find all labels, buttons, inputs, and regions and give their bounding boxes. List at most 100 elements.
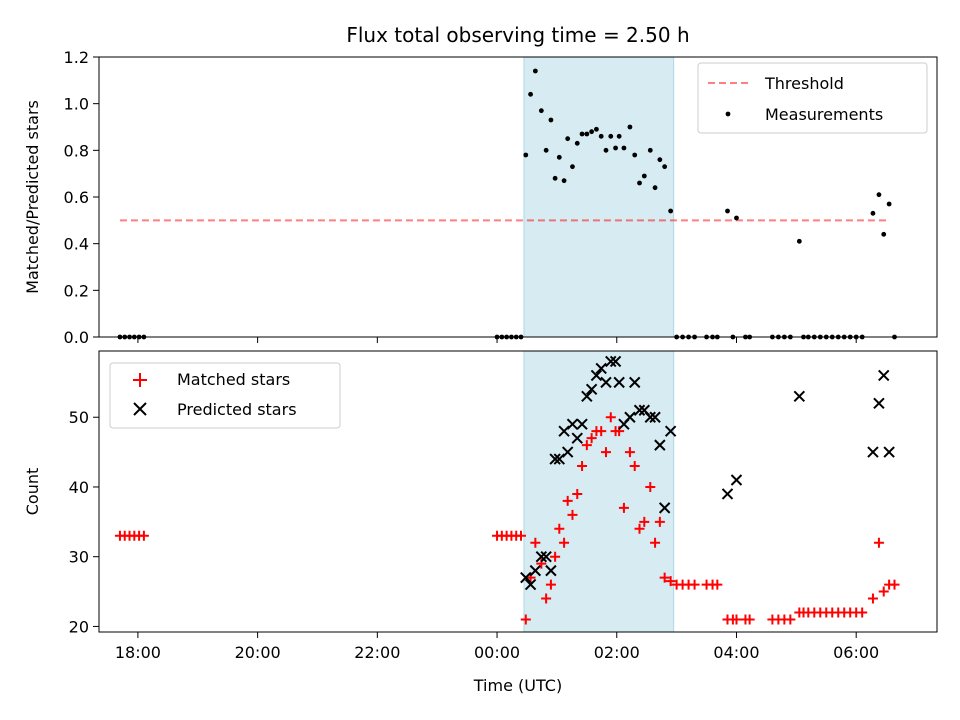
- predicted-star-point: [721, 488, 734, 500]
- legend-matched-label: Matched stars: [177, 370, 290, 389]
- matched-star-point: [586, 433, 597, 444]
- measurement-point: [565, 136, 571, 142]
- matched-star-point: [654, 516, 665, 527]
- bottom-panel: 18:00 20:00 22:00 00:00 02:00 04:00 06:00 20 30…: [23, 350, 938, 695]
- y-tick-label: 40: [69, 478, 89, 497]
- measurement-point: [621, 145, 627, 151]
- measurement-point: [528, 91, 533, 97]
- top-panel: 0.0 0.2 0.4 0.6 0.8 1.0 1.2 Matched/Predicted …: [23, 48, 938, 347]
- predicted-star-point: [624, 411, 636, 423]
- legend-threshold-label: Threshold: [764, 74, 844, 93]
- measurement-point: [589, 129, 595, 135]
- matched-star-point: [550, 551, 561, 562]
- measurement-point: [523, 152, 529, 158]
- matched-star-point: [785, 614, 796, 625]
- top-legend: Threshold Measurements: [697, 62, 928, 134]
- measurement-point: [632, 152, 638, 158]
- measurement-point: [594, 126, 599, 132]
- matched-star-point: [138, 530, 149, 541]
- predicted-star-point: [658, 502, 671, 514]
- matched-star-point: [639, 516, 650, 527]
- predicted-star-point: [549, 453, 561, 465]
- measurement-point: [637, 180, 642, 186]
- y-tick-label: 20: [69, 617, 89, 636]
- legend-measurements-swatch: [725, 111, 731, 117]
- measurement-point: [603, 147, 609, 153]
- matched-star-point: [645, 481, 656, 492]
- count-points: [114, 355, 900, 625]
- measurement-point: [570, 164, 575, 170]
- top-y-axis-label: Matched/Predicted stars: [23, 100, 42, 294]
- bottom-legend: Matched stars Predicted stars: [109, 362, 341, 429]
- predicted-star-point: [535, 550, 548, 563]
- predicted-star-point: [540, 550, 552, 563]
- measurement-point: [608, 133, 614, 139]
- y-tick-label: 0.6: [64, 188, 89, 207]
- matched-star-point: [624, 447, 635, 458]
- measurement-point: [657, 157, 663, 163]
- measurement-point: [579, 131, 585, 137]
- y-tick-label: 30: [69, 548, 89, 567]
- predicted-star-point: [633, 404, 646, 416]
- y-tick-label: 0.0: [64, 328, 89, 347]
- predicted-star-point: [613, 376, 625, 389]
- measurement-point: [641, 173, 647, 179]
- x-tick-label: 00:00: [474, 643, 520, 662]
- measurement-point: [616, 133, 622, 139]
- measurement-point: [886, 201, 892, 207]
- y-tick-label: 1.0: [64, 95, 89, 114]
- predicted-star-point: [566, 418, 579, 430]
- predicted-star-point: [576, 418, 588, 430]
- matched-star-point: [605, 412, 616, 423]
- measurement-point: [613, 145, 618, 151]
- measurement-point: [734, 215, 739, 221]
- measurement-point: [870, 210, 876, 216]
- matched-star-point: [562, 495, 573, 506]
- measurement-point: [548, 117, 554, 123]
- y-tick-label: 50: [69, 408, 89, 427]
- matched-star-point: [659, 572, 670, 583]
- predicted-star-point: [605, 355, 617, 368]
- measurement-point: [552, 175, 558, 181]
- predicted-star-point: [629, 376, 641, 389]
- measurement-point: [647, 147, 653, 153]
- matched-star-point: [634, 523, 645, 534]
- predicted-star-point: [867, 446, 879, 458]
- predicted-star-point: [571, 432, 583, 444]
- y-tick-label: 0.8: [64, 141, 89, 160]
- matched-star-point: [559, 537, 570, 548]
- measurement-point: [574, 140, 580, 146]
- y-tick-label: 0.2: [64, 281, 89, 300]
- measurement-point: [598, 133, 604, 139]
- measurement-point: [725, 208, 730, 214]
- x-tick-label: 02:00: [594, 643, 640, 662]
- measurement-point: [627, 124, 633, 130]
- y-tick-label: 1.2: [64, 48, 89, 67]
- matched-star-point: [878, 586, 889, 597]
- matched-star-point: [689, 579, 700, 590]
- x-tick-label: 18:00: [115, 643, 161, 662]
- predicted-star-point: [545, 564, 557, 577]
- bottom-plot-frame: [98, 350, 938, 633]
- measurement-point: [876, 192, 882, 198]
- predicted-star-point: [654, 439, 666, 451]
- matched-star-point: [577, 461, 588, 472]
- predicted-star-point: [730, 474, 743, 486]
- matched-star-point: [650, 537, 661, 548]
- measurement-point: [561, 178, 567, 184]
- legend-predicted-swatch: [133, 402, 147, 416]
- matched-star-point: [665, 576, 676, 587]
- x-tick-label: 04:00: [713, 643, 759, 662]
- predicted-star-point: [585, 383, 598, 396]
- top-y-ticks: 0.0 0.2 0.4 0.6 0.8 1.0 1.2: [64, 48, 99, 347]
- legend-measurements-label: Measurements: [765, 105, 883, 124]
- matched-star-point: [520, 614, 531, 625]
- bottom-y-axis-label: Count: [23, 468, 42, 516]
- top-legend-box: [697, 62, 928, 134]
- predicted-star-point: [561, 446, 574, 458]
- predicted-star-point: [595, 362, 607, 375]
- matched-star-point: [545, 579, 556, 590]
- predicted-star-point: [883, 446, 895, 458]
- x-tick-label: 20:00: [235, 643, 281, 662]
- predicted-star-point: [590, 369, 603, 382]
